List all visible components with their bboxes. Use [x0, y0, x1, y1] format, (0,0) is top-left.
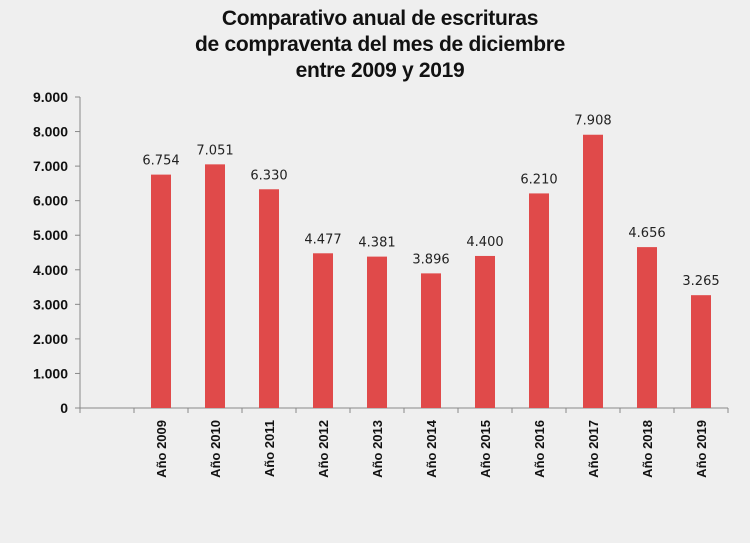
x-tick-label: Año 2010	[208, 420, 223, 478]
data-label: 6.330	[250, 168, 287, 183]
data-label: 3.896	[412, 252, 449, 267]
data-label: 4.400	[466, 235, 503, 250]
x-tick-label: Año 2015	[478, 420, 493, 478]
data-label: 7.051	[196, 143, 233, 158]
bar	[367, 256, 387, 408]
data-label: 3.265	[682, 274, 719, 289]
data-label: 6.210	[520, 172, 557, 187]
title-line-2: de compraventa del mes de diciembre	[195, 33, 565, 56]
x-tick-label: Año 2011	[262, 420, 277, 477]
chart-title: Comparativo anual de escrituras de compr…	[0, 6, 750, 84]
y-tick-label: 5.000	[33, 227, 68, 243]
data-label: 7.908	[574, 114, 611, 129]
y-tick-label: 1.000	[33, 365, 68, 381]
bar	[421, 273, 441, 408]
y-tick-label: 7.000	[33, 158, 68, 174]
x-tick-label: Año 2019	[694, 420, 709, 478]
bar	[529, 193, 549, 408]
title-line-3: entre 2009 y 2019	[295, 59, 465, 82]
y-tick-label: 4.000	[33, 262, 68, 278]
bar	[691, 295, 711, 408]
data-label: 4.477	[304, 232, 341, 247]
x-tick-label: Año 2009	[154, 420, 169, 478]
bar	[259, 189, 279, 408]
x-tick-label: Año 2016	[532, 420, 547, 478]
bar	[583, 134, 603, 408]
bar	[637, 247, 657, 408]
bar	[205, 164, 225, 408]
y-tick-label: 6.000	[33, 193, 68, 209]
bar	[313, 253, 333, 408]
data-label: 6.754	[142, 154, 179, 169]
y-tick-label: 2.000	[33, 331, 68, 347]
bar	[151, 174, 171, 408]
x-tick-label: Año 2012	[316, 420, 331, 478]
y-tick-label: 9.000	[33, 89, 68, 105]
data-label: 4.381	[358, 236, 395, 251]
data-label: 4.656	[628, 226, 665, 241]
x-tick-label: Año 2017	[586, 420, 601, 478]
x-tick-label: Año 2013	[370, 420, 385, 478]
y-tick-label: 8.000	[33, 124, 68, 140]
x-tick-label: Año 2018	[640, 420, 655, 478]
title-line-1: Comparativo anual de escrituras	[221, 7, 539, 30]
y-tick-label: 0	[60, 400, 68, 416]
x-tick-label: Año 2014	[424, 419, 439, 478]
bar	[475, 255, 495, 408]
y-tick-label: 3.000	[33, 296, 68, 312]
